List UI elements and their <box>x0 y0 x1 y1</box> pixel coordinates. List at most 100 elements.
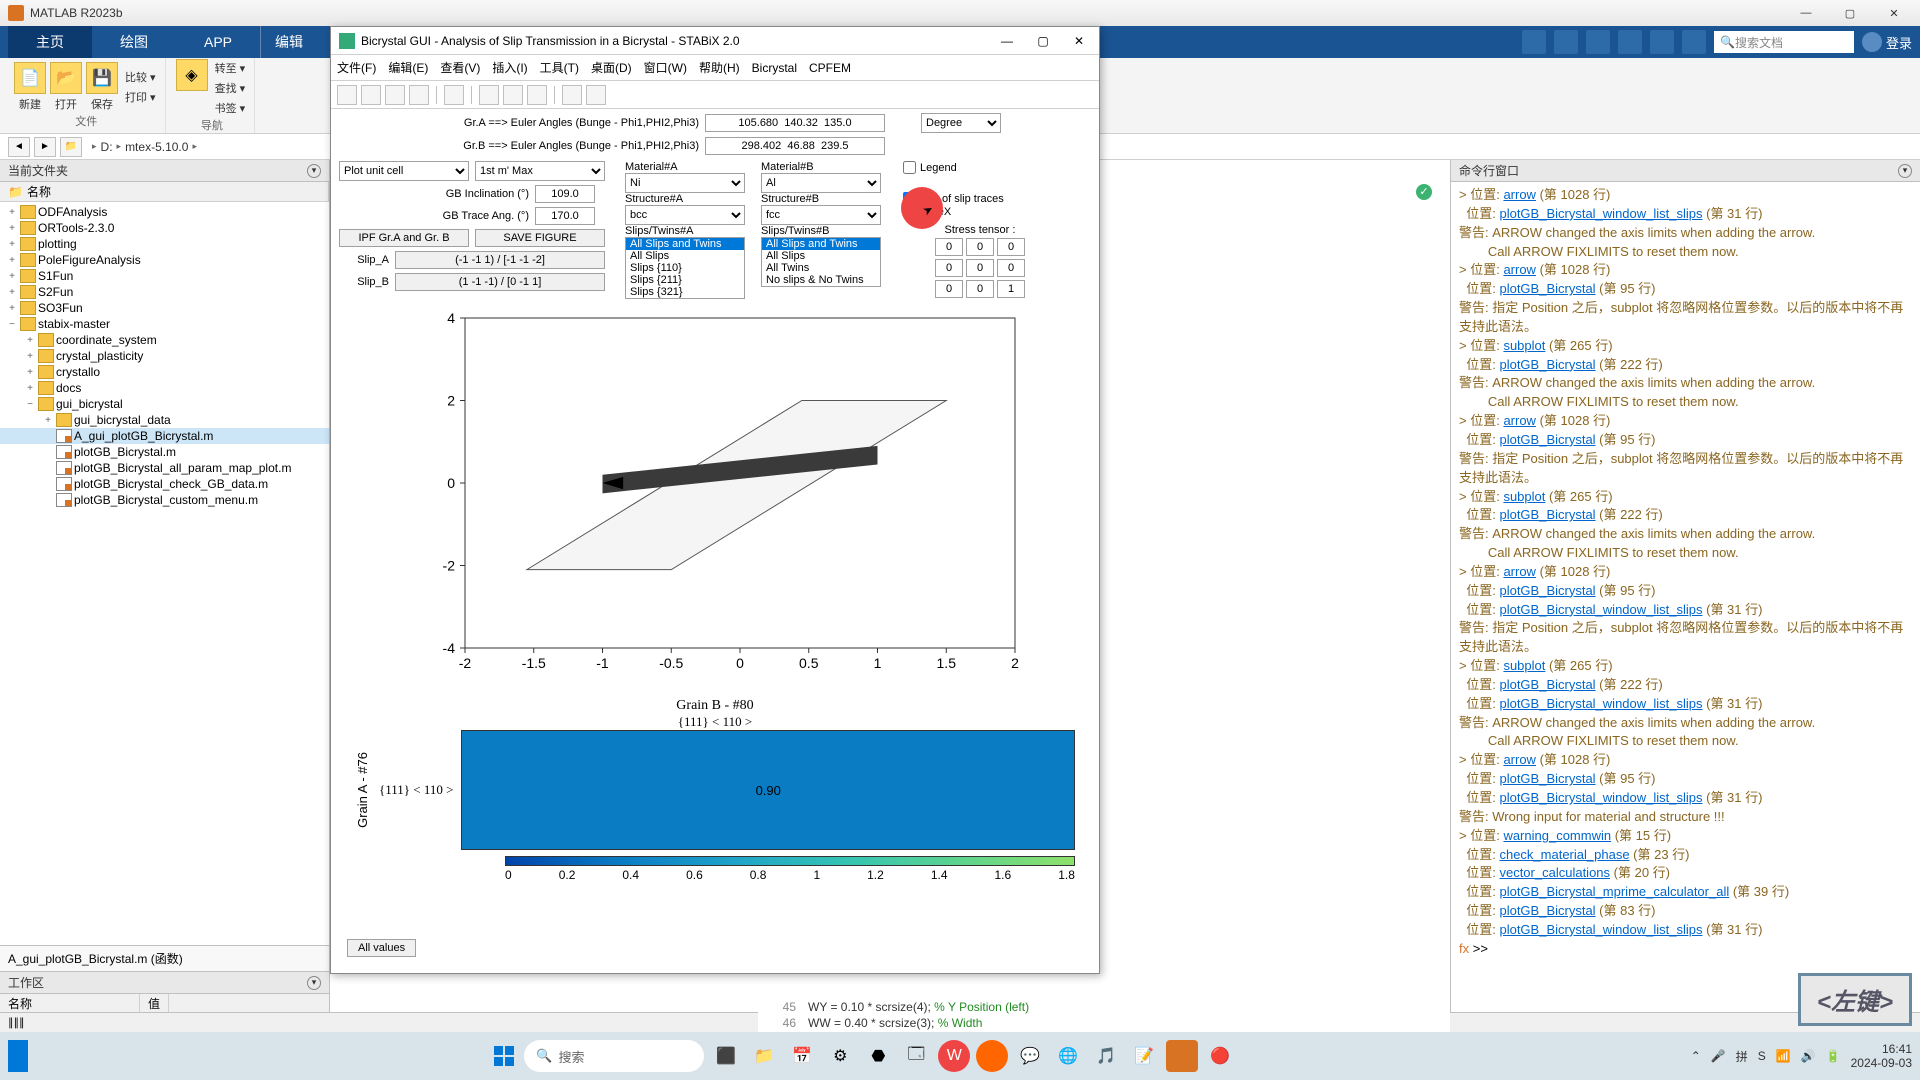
compare-button[interactable]: 比较 ▾ <box>122 68 159 86</box>
slip-b-button[interactable]: (1 -1 -1) / [0 -1 1] <box>395 273 605 291</box>
tree-item[interactable]: +gui_bicrystal_data <box>0 412 329 428</box>
panel-menu-icon[interactable]: ▾ <box>307 164 321 178</box>
open-icon[interactable]: 📂 <box>50 62 82 94</box>
stabix-menu-item[interactable]: 编辑(E) <box>388 59 428 76</box>
tree-item[interactable]: +S2Fun <box>0 284 329 300</box>
tray-vol-icon[interactable]: 🔊 <box>1801 1049 1816 1063</box>
tb-7-icon[interactable] <box>503 85 523 105</box>
tb-app-11[interactable]: 🎵 <box>1090 1040 1122 1072</box>
tree-item[interactable]: plotGB_Bicrystal_custom_menu.m <box>0 492 329 508</box>
tb-app-5[interactable]: ⬣ <box>862 1040 894 1072</box>
tb-calc-icon[interactable]: 🗔 <box>900 1040 932 1072</box>
tree-item[interactable]: +docs <box>0 380 329 396</box>
structure-a-select[interactable]: bcc <box>625 205 745 225</box>
tray-batt-icon[interactable]: 🔋 <box>1826 1049 1841 1063</box>
print-button[interactable]: 打印 ▾ <box>122 88 159 106</box>
new-script-icon[interactable]: 📄 <box>14 62 46 94</box>
stabix-titlebar[interactable]: Bicrystal GUI - Analysis of Slip Transmi… <box>331 27 1099 55</box>
tree-item[interactable]: −gui_bicrystal <box>0 396 329 412</box>
tree-item[interactable]: +PoleFigureAnalysis <box>0 252 329 268</box>
tree-item[interactable]: A_gui_plotGB_Bicrystal.m <box>0 428 329 444</box>
stabix-menu-item[interactable]: 查看(V) <box>440 59 480 76</box>
tree-item[interactable]: +SO3Fun <box>0 300 329 316</box>
stabix-close-button[interactable]: ✕ <box>1067 31 1091 51</box>
stabix-menu-item[interactable]: 窗口(W) <box>644 59 687 76</box>
qat-icon-1[interactable] <box>1522 30 1546 54</box>
save-icon[interactable]: 💾 <box>86 62 118 94</box>
goto-button[interactable]: 转至 ▾ <box>212 59 249 77</box>
workspace-menu-icon[interactable]: ▾ <box>307 976 321 990</box>
tb-matlab-icon[interactable] <box>1166 1040 1198 1072</box>
stabix-menu-item[interactable]: 插入(I) <box>492 59 527 76</box>
tree-item[interactable]: +coordinate_system <box>0 332 329 348</box>
tb-edge-icon[interactable]: 🌐 <box>1052 1040 1084 1072</box>
stabix-menu-item[interactable]: CPFEM <box>809 61 851 75</box>
legend-checkbox[interactable]: Legend <box>903 161 1057 174</box>
nav-up-button[interactable]: 📁 <box>60 137 82 157</box>
tree-item[interactable]: plotGB_Bicrystal.m <box>0 444 329 460</box>
taskbar-search[interactable]: 🔍搜索 <box>524 1040 704 1072</box>
material-a-select[interactable]: Ni <box>625 173 745 193</box>
gb-trace-input[interactable] <box>535 207 595 225</box>
stabix-menu-item[interactable]: 工具(T) <box>540 59 579 76</box>
tb-app-1[interactable]: ⬛ <box>710 1040 742 1072</box>
stabix-menu-item[interactable]: 桌面(D) <box>591 59 632 76</box>
close-button[interactable]: ✕ <box>1876 3 1912 23</box>
tree-item[interactable]: plotGB_Bicrystal_all_param_map_plot.m <box>0 460 329 476</box>
tray-wifi-icon[interactable]: 📶 <box>1776 1049 1791 1063</box>
maximize-button[interactable]: ▢ <box>1832 3 1868 23</box>
tb-settings-icon[interactable]: ⚙ <box>824 1040 856 1072</box>
tb-app-8[interactable] <box>976 1040 1008 1072</box>
tb-app-12[interactable]: 📝 <box>1128 1040 1160 1072</box>
doc-search-input[interactable]: 🔍搜索文档 <box>1714 31 1854 53</box>
qat-icon-2[interactable] <box>1554 30 1578 54</box>
find-button[interactable]: 查找 ▾ <box>212 79 249 97</box>
tree-item[interactable]: +plotting <box>0 236 329 252</box>
stabix-max-button[interactable]: ▢ <box>1031 31 1055 51</box>
tb-6-icon[interactable] <box>479 85 499 105</box>
qat-icon-4[interactable] <box>1618 30 1642 54</box>
stabix-menu-item[interactable]: 文件(F) <box>337 59 376 76</box>
unit-select[interactable]: Degree <box>921 113 1001 133</box>
qat-icon-3[interactable] <box>1586 30 1610 54</box>
cmd-menu-icon[interactable]: ▾ <box>1898 164 1912 178</box>
tb-app-7[interactable]: W <box>938 1040 970 1072</box>
tree-item[interactable]: +S1Fun <box>0 268 329 284</box>
stress-tensor-grid[interactable]: 000000001 <box>935 238 1025 298</box>
stabix-menu-item[interactable]: Bicrystal <box>752 61 797 75</box>
nav-back-button[interactable]: ◄ <box>8 137 30 157</box>
tree-item[interactable]: −stabix-master <box>0 316 329 332</box>
slips-b-listbox[interactable]: All Slips and TwinsAll SlipsAll TwinsNo … <box>761 237 881 287</box>
folder-tree[interactable]: +ODFAnalysis+ORTools-2.3.0+plotting+Pole… <box>0 202 329 945</box>
slips-a-listbox[interactable]: All Slips and TwinsAll SlipsSlips {110}S… <box>625 237 745 299</box>
save-figure-button[interactable]: SAVE FIGURE <box>475 229 605 247</box>
tb-8-icon[interactable] <box>527 85 547 105</box>
material-b-select[interactable]: Al <box>761 173 881 193</box>
system-tray[interactable]: ⌃ 🎤 拼 S 📶 🔊 🔋 16:412024-09-03 <box>1691 1042 1912 1071</box>
tray-mic-icon[interactable]: 🎤 <box>1711 1049 1726 1063</box>
qat-icon-5[interactable] <box>1650 30 1674 54</box>
plot-unit-cell-select[interactable]: Plot unit cell <box>339 161 469 181</box>
tb-print-icon[interactable] <box>409 85 429 105</box>
tree-item[interactable]: plotGB_Bicrystal_check_GB_data.m <box>0 476 329 492</box>
command-output[interactable]: > 位置: arrow (第 1028 行) 位置: plotGB_Bicrys… <box>1451 182 1920 1032</box>
tb-open-icon[interactable] <box>361 85 381 105</box>
tb-explorer-icon[interactable]: 📁 <box>748 1040 780 1072</box>
tb-5-icon[interactable] <box>444 85 464 105</box>
tb-app-14[interactable]: 🔴 <box>1204 1040 1236 1072</box>
tb-save-icon[interactable] <box>385 85 405 105</box>
minimize-button[interactable]: — <box>1788 3 1824 23</box>
tab-apps[interactable]: APP <box>176 28 260 56</box>
tray-lang-icon[interactable]: 拼 <box>1736 1048 1748 1065</box>
all-values-button[interactable]: All values <box>347 939 416 957</box>
bookmark-button[interactable]: 书签 ▾ <box>212 99 249 117</box>
start-button[interactable] <box>490 1042 518 1070</box>
tab-plots[interactable]: 绘图 <box>92 26 176 58</box>
tree-item[interactable]: +crystallo <box>0 364 329 380</box>
tb-wechat-icon[interactable]: 💬 <box>1014 1040 1046 1072</box>
slip-a-button[interactable]: (-1 -1 1) / [-1 -1 -2] <box>395 251 605 269</box>
goto-icon[interactable]: ◈ <box>176 59 208 91</box>
login-button[interactable]: 登录 <box>1862 32 1912 52</box>
tb-new-icon[interactable] <box>337 85 357 105</box>
tb-app-3[interactable]: 📅 <box>786 1040 818 1072</box>
